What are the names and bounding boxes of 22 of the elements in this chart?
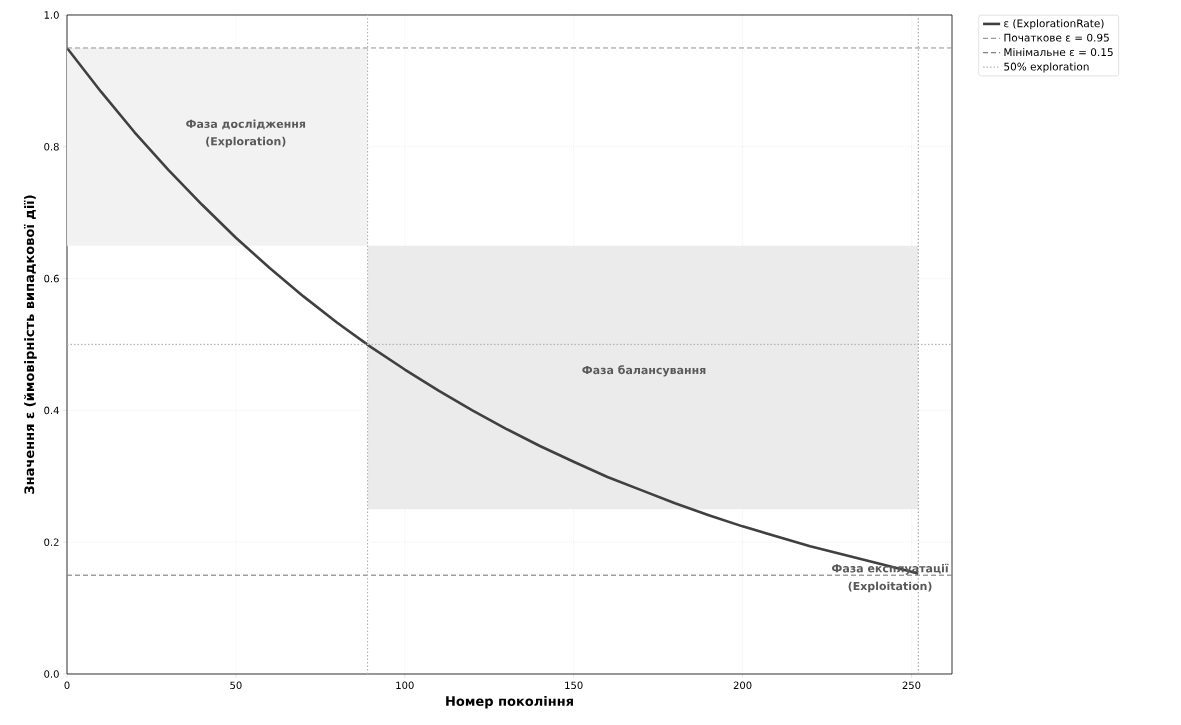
y-axis-title: Значення ε (ймовірність випадкової дії) <box>23 195 37 494</box>
legend-label: 50% exploration <box>1004 62 1089 73</box>
y-tick-label: 0.4 <box>44 406 59 415</box>
x-tick-label: 150 <box>565 681 583 690</box>
annotation: Фаза дослідження <box>186 119 306 130</box>
y-tick-label: 0.6 <box>44 274 59 283</box>
annotation: Фаза балансування <box>582 365 706 377</box>
x-tick-label: 250 <box>902 681 921 690</box>
legend-label: ε (ExplorationRate) <box>1004 19 1104 30</box>
x-tick-label: 100 <box>396 681 414 690</box>
x-tick-label: 200 <box>733 681 752 690</box>
x-tick-label: 50 <box>230 681 242 690</box>
annotation: (Exploration) <box>206 136 286 148</box>
annotation: (Exploitation) <box>848 581 932 593</box>
legend-label: Мінімальне ε = 0.15 <box>1004 47 1113 57</box>
legend-label: Початкове ε = 0.95 <box>1004 33 1109 42</box>
x-tick-label: 0 <box>64 681 70 690</box>
y-tick-label: 0.0 <box>44 670 59 678</box>
y-tick-label: 1.0 <box>44 11 59 19</box>
x-axis-title: Номер покоління <box>446 695 573 709</box>
y-tick-label: 0.2 <box>44 538 59 546</box>
y-tick-label: 0.8 <box>44 143 59 151</box>
